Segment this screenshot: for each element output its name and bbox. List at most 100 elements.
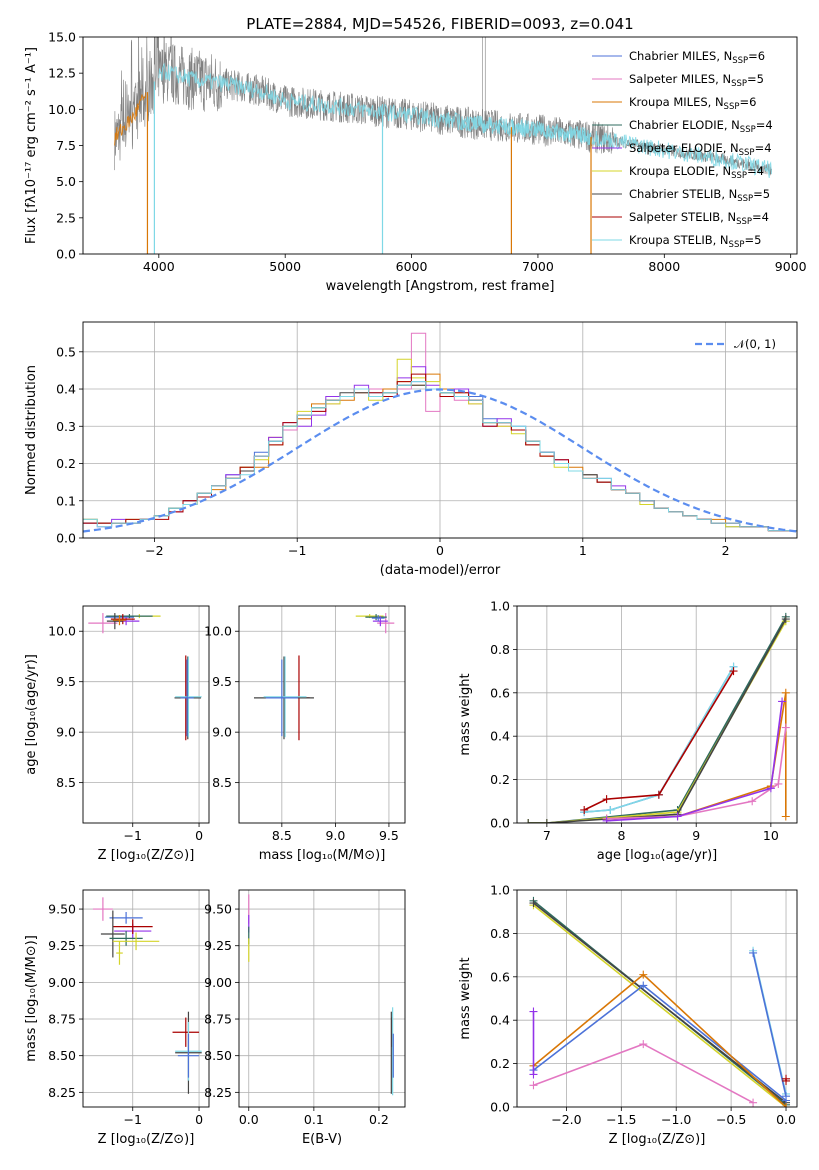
plus-marker — [766, 784, 775, 793]
series-line — [528, 620, 787, 823]
legend-entry: Kroupa MILES, NSSP=6 — [629, 95, 756, 112]
axes-frame — [238, 889, 406, 1108]
x-axis-label: wavelength [Angstrom, rest frame] — [326, 279, 555, 294]
plus-marker — [782, 1092, 791, 1101]
axes-frame — [238, 605, 406, 824]
weight-vs-metallicity-panel: −2.0 −1.5 −1.0 −0.5 0.0 0.0 0.2 0.4 0.6 0.8 1.0 Z [… — [458, 883, 798, 1147]
y-tick-label: 15.0 — [48, 30, 76, 45]
legend-text: =4 — [755, 141, 772, 155]
weight-series — [529, 970, 791, 1107]
error-bar-point — [365, 614, 387, 621]
plus-marker — [639, 981, 648, 990]
plus-marker — [580, 805, 589, 814]
legend-text: =4 — [752, 210, 769, 224]
plus-marker — [774, 779, 783, 788]
legend-subscript: SSP — [731, 79, 747, 89]
y-axis-label: mass weight — [458, 673, 473, 755]
axis-ticks: −2.0 −1.5 −1.0 −0.5 0.0 0.0 0.2 0.4 0.6 0.8 1.0 — [490, 883, 796, 1128]
y-tick-label: 0.4 — [490, 729, 510, 744]
x-tick-label: −2.0 — [551, 1112, 581, 1127]
error-bar-point — [100, 910, 125, 958]
legend-text: =4 — [747, 164, 764, 178]
legend-text: =6 — [748, 49, 765, 63]
error-bar-point — [112, 932, 160, 951]
age-vs-metallicity-panel: −1 0 8.5 9.0 9.5 10.0 Z [log₁₀(Z/Z⊙)] age [log₁… — [24, 605, 210, 863]
plus-marker — [782, 1074, 791, 1083]
grid-lines — [239, 890, 405, 1107]
x-tick-label: −1.0 — [661, 1112, 691, 1127]
y-tick-label: 9.25 — [204, 938, 232, 953]
plus-marker — [782, 1103, 791, 1107]
model-spectrum — [114, 92, 147, 146]
x-tick-label: −1 — [124, 828, 142, 843]
legend-subscript: SSP — [739, 148, 755, 158]
y-tick-label: 10.0 — [48, 624, 76, 639]
y-tick-label: 8.75 — [48, 1012, 76, 1027]
y-tick-label: 0.1 — [56, 493, 76, 508]
y-tick-label: 8.25 — [48, 1085, 76, 1100]
error-bar-point — [92, 897, 113, 921]
axes-frame — [516, 605, 798, 824]
legend-text: Chabrier STELIB, N — [629, 187, 737, 201]
age-vs-mass-panel: 8.5 9.0 9.5 8.5 9.0 9.5 10.0 mass [log₁₀(M/M⊙)] — [204, 605, 406, 863]
series-line — [584, 666, 735, 813]
x-tick-label: 0 — [195, 828, 203, 843]
x-axis-label: Z [log₁₀(Z/Z⊙)] — [98, 1132, 195, 1147]
residual-histogram-panel: −2 −1 0 1 2 0.0 0.1 0.2 0.3 0.4 0.5 (data-model)/er… — [24, 321, 798, 578]
x-tick-label: 9.0 — [325, 828, 345, 843]
error-bar-point — [88, 613, 118, 634]
grid-lines — [83, 890, 209, 1107]
plus-marker — [673, 812, 682, 821]
x-axis-label: (data-model)/error — [380, 563, 501, 578]
x-tick-label: 0.2 — [369, 1112, 389, 1127]
error-bar-point — [109, 911, 143, 924]
y-tick-label: 8.5 — [56, 775, 76, 790]
y-axis-label: Flux [fλ10⁻¹⁷ erg cm⁻² s⁻¹ A⁻¹] — [24, 47, 39, 244]
y-tick-label: 0.6 — [490, 685, 510, 700]
legend-entry: Chabrier ELODIE, NSSP=4 — [629, 118, 773, 135]
plot-area — [92, 897, 202, 1094]
error-bar-point — [177, 1033, 200, 1078]
legend-subscript: SSP — [729, 240, 745, 250]
weight-series — [580, 667, 738, 814]
plus-marker — [729, 667, 738, 676]
legend-text: =6 — [739, 95, 756, 109]
y-tick-label: 8.5 — [212, 775, 232, 790]
error-bar-point — [109, 931, 143, 946]
y-tick-label: 9.0 — [212, 725, 232, 740]
x-tick-label: −1.5 — [606, 1112, 636, 1127]
y-tick-label: 9.00 — [204, 975, 232, 990]
x-axis-label: E(B-V) — [302, 1132, 342, 1147]
y-tick-label: 8.75 — [204, 1012, 232, 1027]
plot-area — [83, 332, 797, 538]
legend-text: Salpeter ELODIE, N — [629, 141, 739, 155]
x-axis-label: mass [log₁₀(M/M⊙)] — [259, 848, 386, 863]
legend: 𝒩(0, 1) — [695, 337, 776, 351]
y-tick-label: 8.50 — [48, 1048, 76, 1063]
legend-entry: Kroupa ELODIE, NSSP=4 — [629, 164, 764, 181]
y-tick-label: 9.50 — [48, 902, 76, 917]
error-bar-point — [106, 614, 153, 619]
x-tick-label: 9000 — [775, 259, 807, 274]
legend-subscript: SSP — [740, 125, 756, 135]
x-axis-label: age [log₁₀(age/yr)] — [597, 848, 718, 863]
x-tick-label: 7000 — [522, 259, 554, 274]
legend-text: Kroupa ELODIE, N — [629, 164, 731, 178]
series-line — [528, 616, 787, 823]
plus-marker — [639, 1040, 648, 1049]
plus-marker — [602, 795, 611, 804]
histogram-step — [83, 381, 797, 538]
x-tick-label: 9.5 — [379, 828, 399, 843]
y-tick-label: 0.2 — [490, 1056, 510, 1071]
x-axis-label: Z [log₁₀(Z/Z⊙)] — [98, 848, 195, 863]
y-tick-label: 0.0 — [490, 1100, 510, 1115]
error-bar-point — [116, 941, 123, 965]
x-tick-label: 6000 — [396, 259, 428, 274]
axis-ticks: −2 −1 0 1 2 0.0 0.1 0.2 0.3 0.4 0.5 — [56, 344, 729, 558]
legend-entry: Chabrier MILES, NSSP=6 — [629, 49, 765, 66]
x-tick-label: 8 — [618, 828, 626, 843]
plus-marker — [781, 812, 790, 821]
plus-marker — [781, 688, 790, 697]
y-tick-label: 0.6 — [490, 969, 510, 984]
legend-text: =5 — [753, 187, 770, 201]
